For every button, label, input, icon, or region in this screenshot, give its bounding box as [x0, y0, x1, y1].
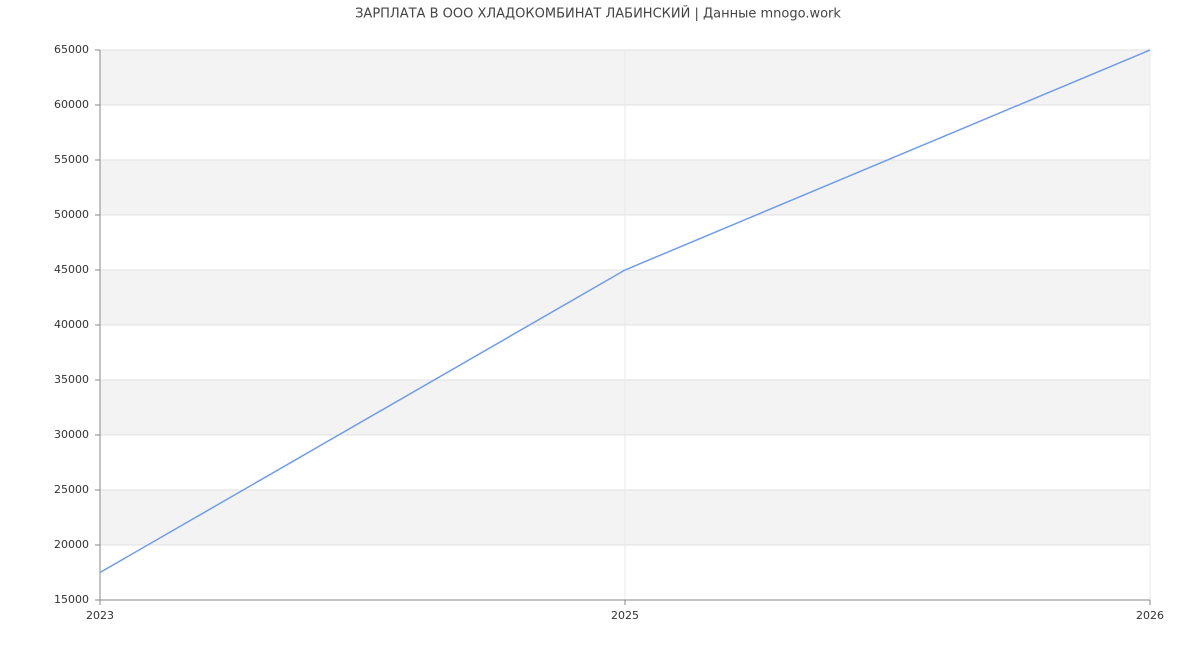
y-tick-label: 25000: [54, 483, 89, 496]
y-tick-label: 55000: [54, 153, 89, 166]
y-tick-label: 60000: [54, 98, 89, 111]
y-tick-label: 40000: [54, 318, 89, 331]
x-tick-label: 2025: [611, 609, 639, 622]
y-tick-label: 20000: [54, 538, 89, 551]
x-tick-label: 2023: [86, 609, 114, 622]
x-tick-label: 2026: [1136, 609, 1164, 622]
y-tick-label: 35000: [54, 373, 89, 386]
y-tick-label: 30000: [54, 428, 89, 441]
y-tick-label: 45000: [54, 263, 89, 276]
chart-title: ЗАРПЛАТА В ООО ХЛАДОКОМБИНАТ ЛАБИНСКИЙ |…: [355, 6, 841, 22]
line-series: [99, 49, 1151, 574]
y-tick-label: 15000: [54, 593, 89, 606]
y-tick-label: 50000: [54, 208, 89, 221]
y-tick-label: 65000: [54, 43, 89, 56]
